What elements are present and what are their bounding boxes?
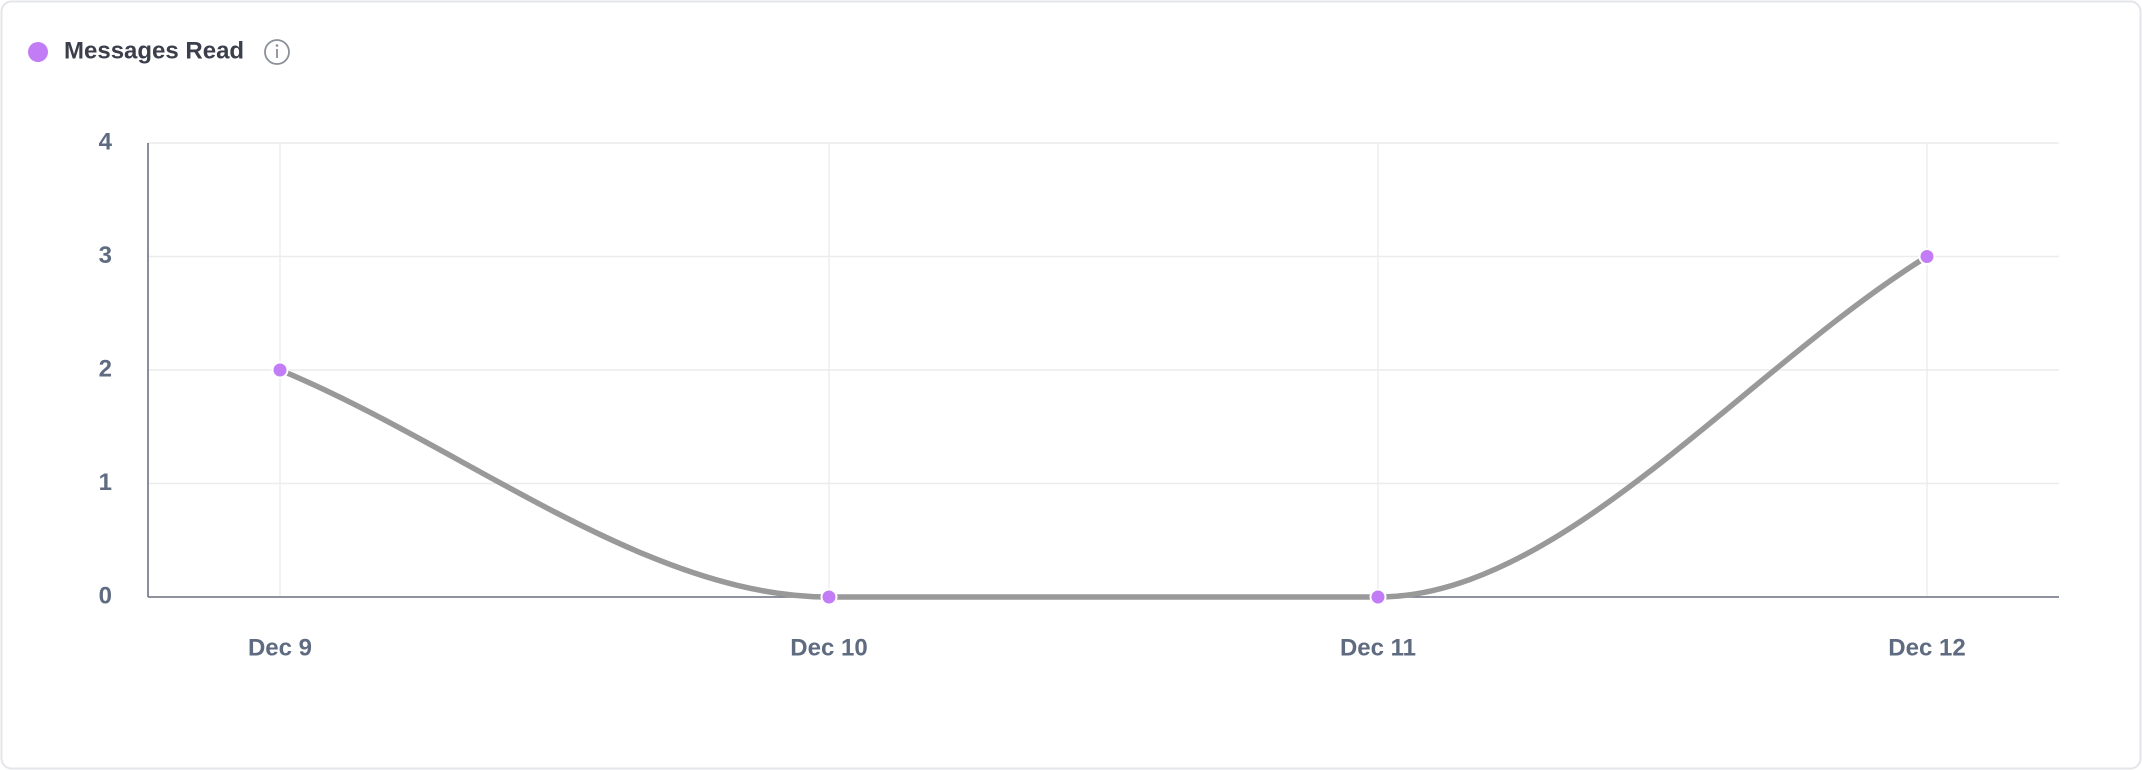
y-tick-label: 0: [99, 582, 112, 609]
legend-label: Messages Read: [64, 37, 244, 64]
x-tick-label: Dec 12: [1888, 634, 1965, 661]
point: [1369, 588, 1387, 606]
y-tick-label: 2: [99, 355, 112, 382]
x-tick-label: Dec 10: [790, 634, 867, 661]
point: [271, 361, 289, 379]
y-tick-label: 1: [99, 469, 112, 496]
legend-dot: [28, 42, 48, 62]
info-icon[interactable]: [264, 39, 290, 65]
y-tick-label: 4: [99, 128, 113, 155]
y-tick-label: 3: [99, 242, 112, 269]
point: [820, 588, 838, 606]
x-tick-label: Dec 9: [248, 634, 312, 661]
x-tick-label: Dec 11: [1340, 634, 1416, 661]
point: [1918, 248, 1936, 265]
line: [277, 253, 1930, 600]
